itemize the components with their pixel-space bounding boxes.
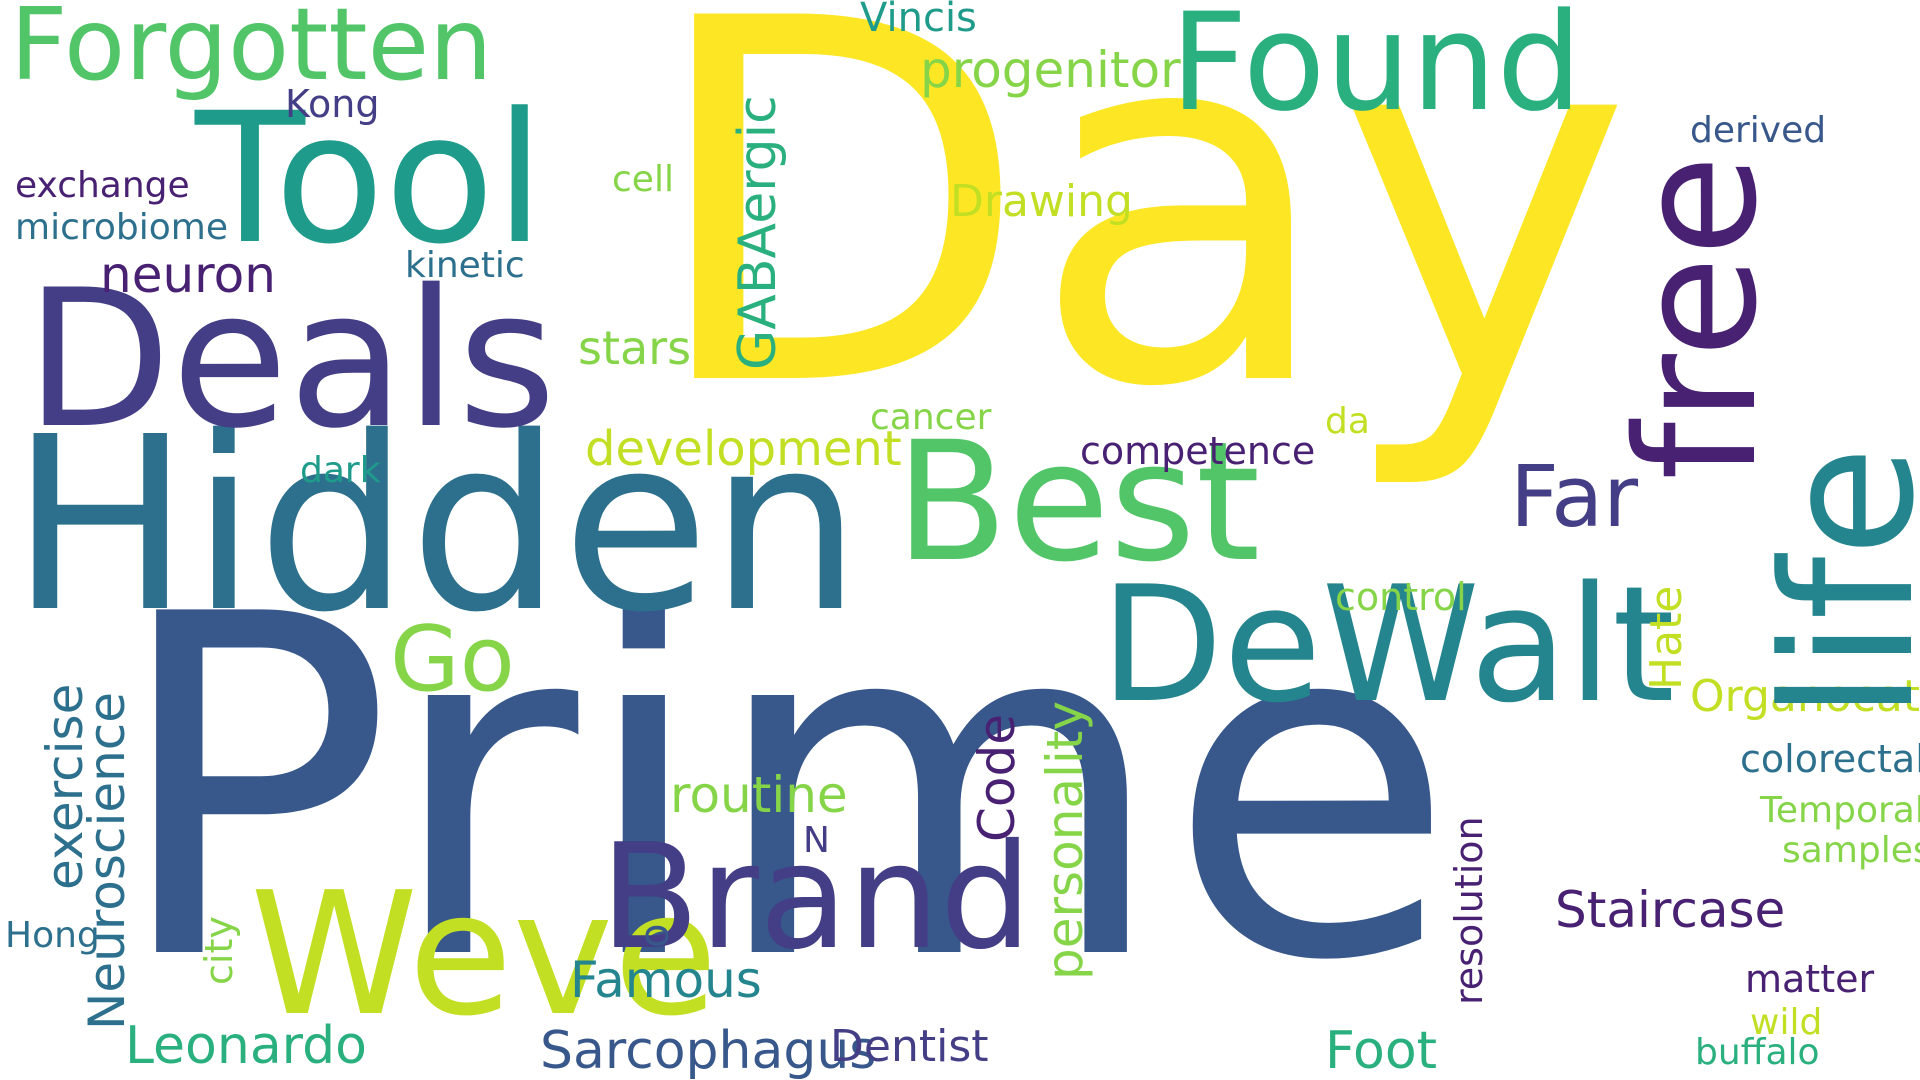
word-best: free <box>1601 154 1793 480</box>
word-wild: samples <box>1782 830 1920 871</box>
word-buffalo: matter <box>1745 957 1875 1001</box>
word-day: Day <box>645 0 1633 496</box>
word-go: Weve <box>250 856 718 1054</box>
word-far: Brand <box>600 813 1032 982</box>
word-hidden: Hidden <box>10 385 862 665</box>
word-leonardo: Foot <box>1325 1021 1438 1080</box>
word-rna: dark <box>300 450 381 491</box>
word-prime: Prime <box>110 516 1456 1063</box>
word-dentist: Leonardo <box>125 1016 367 1076</box>
word-stars: microbiome <box>15 207 228 248</box>
word-n: cell <box>612 159 674 200</box>
word-dewalt: life <box>1745 445 1920 720</box>
word-development: Dentist <box>830 1021 989 1072</box>
word-gabaergic: GABAergic <box>728 95 788 370</box>
word-neuron: routine <box>670 766 848 824</box>
word-vincis: neuron <box>100 246 276 304</box>
word-code: Code <box>968 713 1026 842</box>
word-cell: da <box>1325 401 1370 442</box>
word-cancer: kinetic <box>405 245 525 286</box>
word-kinetic: exchange <box>15 165 190 206</box>
word-staircase: Go <box>390 607 515 712</box>
word-city: city <box>197 916 241 985</box>
word-dark: cancer <box>870 397 992 438</box>
word-found: Found <box>1170 0 1583 141</box>
word-foot: Far <box>1510 448 1639 547</box>
word-weve: Best <box>895 406 1261 598</box>
word-organocatalytic: competence <box>1080 429 1316 473</box>
word-samples: colorectal <box>1740 737 1920 781</box>
word-resolution: resolution <box>1447 816 1491 1005</box>
word-da: stars <box>578 321 692 375</box>
word-personality: personality <box>1036 700 1094 980</box>
word-matter: Temporal <box>1760 790 1920 831</box>
word-life: Hong <box>5 915 100 956</box>
word-control: Drawing <box>950 176 1133 227</box>
word-microbiome: Kong <box>285 82 380 126</box>
word-neuroscience: Neuroscience <box>78 691 136 1030</box>
word-brand: DeWalt <box>1100 551 1675 738</box>
word-competence: Vincis <box>860 0 977 41</box>
word-exchange: derived <box>1690 110 1827 151</box>
word-forgotten: Forgotten <box>10 0 493 103</box>
word-deals: Deals <box>25 249 557 470</box>
word-kong: buffalo <box>1695 1032 1820 1073</box>
word-famous: Sarcophagus <box>540 1021 877 1080</box>
word-routine: Famous <box>570 951 762 1009</box>
word-free: N <box>803 820 830 861</box>
word-o: o <box>632 923 678 948</box>
word-hate: Hate <box>1641 585 1692 690</box>
word-colorectal: control <box>1335 575 1467 619</box>
word-temporal: Organocatalytic <box>1690 671 1920 722</box>
word-sarcophagus: Staircase <box>1555 881 1786 939</box>
word-hong: RNA <box>190 770 271 814</box>
word-derived: wild <box>1750 1002 1823 1043</box>
word-tool: Tool <box>195 75 545 284</box>
word-progenitor: development <box>585 421 902 477</box>
word-drawing: progenitor <box>920 41 1181 99</box>
